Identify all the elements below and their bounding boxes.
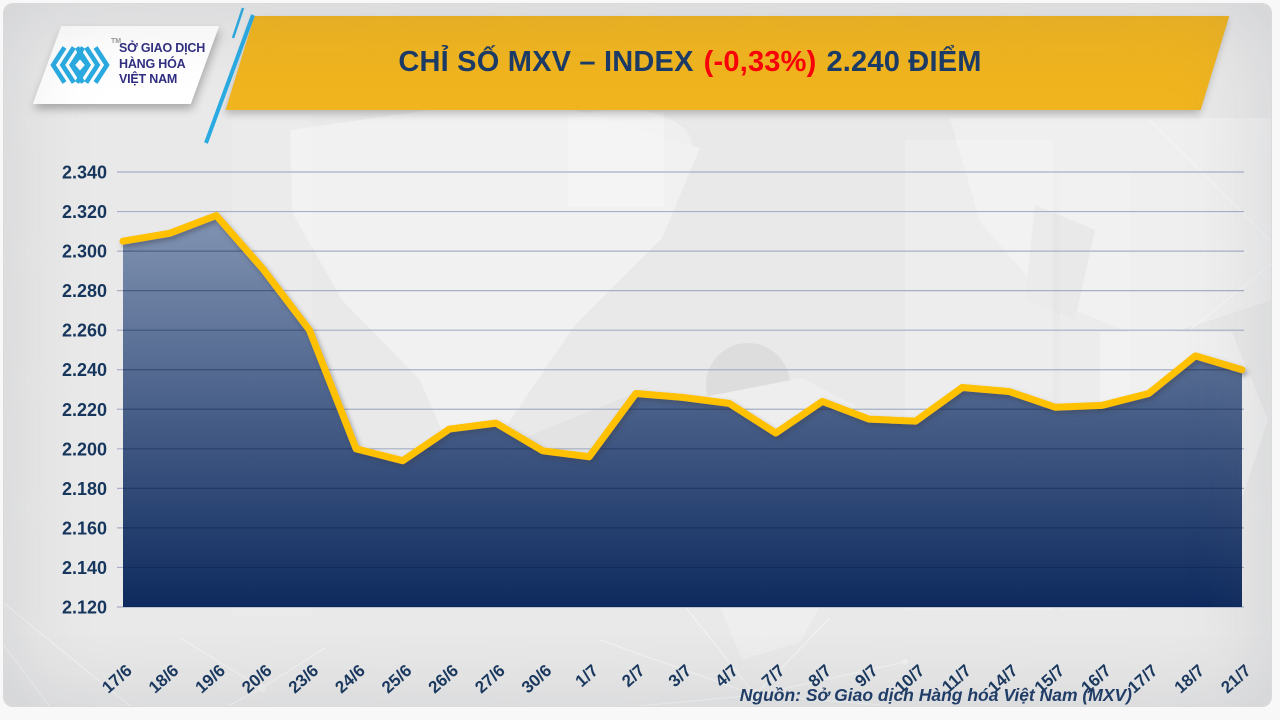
svg-text:2.240: 2.240 [62,360,107,380]
network-lines [0,119,1277,720]
svg-text:2.140: 2.140 [62,558,107,578]
logo-wordmark: SỞ GIAO DỊCH HÀNG HÓA VIỆT NAM [119,41,205,88]
svg-text:23/6: 23/6 [285,661,322,697]
svg-text:2.260: 2.260 [62,321,107,341]
svg-text:24/6: 24/6 [331,661,368,697]
logo-text-line3: VIỆT NAM [119,72,178,86]
svg-text:3/7: 3/7 [665,661,695,691]
svg-text:4/7: 4/7 [712,661,742,691]
chart-title: CHỈ SỐ MXV – INDEX (-0,33%) 2.240 ĐIỂM [100,46,1280,79]
svg-text:17/6: 17/6 [98,661,135,697]
svg-text:20/6: 20/6 [238,661,275,697]
mxv-logo-inner: TM SỞ GIAO DỊCH HÀNG HÓA VIỆT NAM [47,26,205,104]
svg-text:2.120: 2.120 [62,598,107,618]
svg-text:2.200: 2.200 [62,439,107,459]
svg-text:2.300: 2.300 [62,242,107,262]
title-main: CHỈ SỐ MXV – INDEX [398,46,694,78]
svg-text:2/7: 2/7 [618,661,648,691]
logo-slash-decoration [204,7,255,144]
svg-text:2.180: 2.180 [62,479,107,499]
title-value: 2.240 ĐIỂM [826,46,982,78]
logo-text-line1: SỞ GIAO DỊCH [119,41,206,55]
svg-text:2.280: 2.280 [62,281,107,301]
mxv-logo-icon [50,46,110,84]
svg-text:2.160: 2.160 [62,518,107,538]
svg-text:18/6: 18/6 [145,661,182,697]
svg-text:30/6: 30/6 [518,661,555,697]
logo-text-line2: HÀNG HÓA [119,56,186,71]
svg-text:18/7: 18/7 [1171,661,1208,697]
mxv-logo: TM SỞ GIAO DỊCH HÀNG HÓA VIỆT NAM [32,26,220,104]
svg-text:2.320: 2.320 [62,202,107,222]
index-area-fill [123,215,1242,607]
source-attribution: Nguồn: Sở Giao dịch Hàng hóa Việt Nam (M… [739,685,1132,705]
svg-text:26/6: 26/6 [425,661,462,697]
svg-text:2.340: 2.340 [62,163,107,183]
svg-text:1/7: 1/7 [572,661,602,691]
svg-text:27/6: 27/6 [471,661,508,697]
svg-text:21/7: 21/7 [1217,661,1254,697]
index-line [119,212,1246,465]
svg-text:2.220: 2.220 [62,400,107,420]
title-change-percent: (-0,33%) [703,46,817,78]
y-axis-labels: 2.340 2.320 2.300 2.280 2.260 2.240 2.220 2.200… [62,163,107,618]
svg-text:19/6: 19/6 [192,661,229,697]
svg-text:25/6: 25/6 [378,661,415,697]
